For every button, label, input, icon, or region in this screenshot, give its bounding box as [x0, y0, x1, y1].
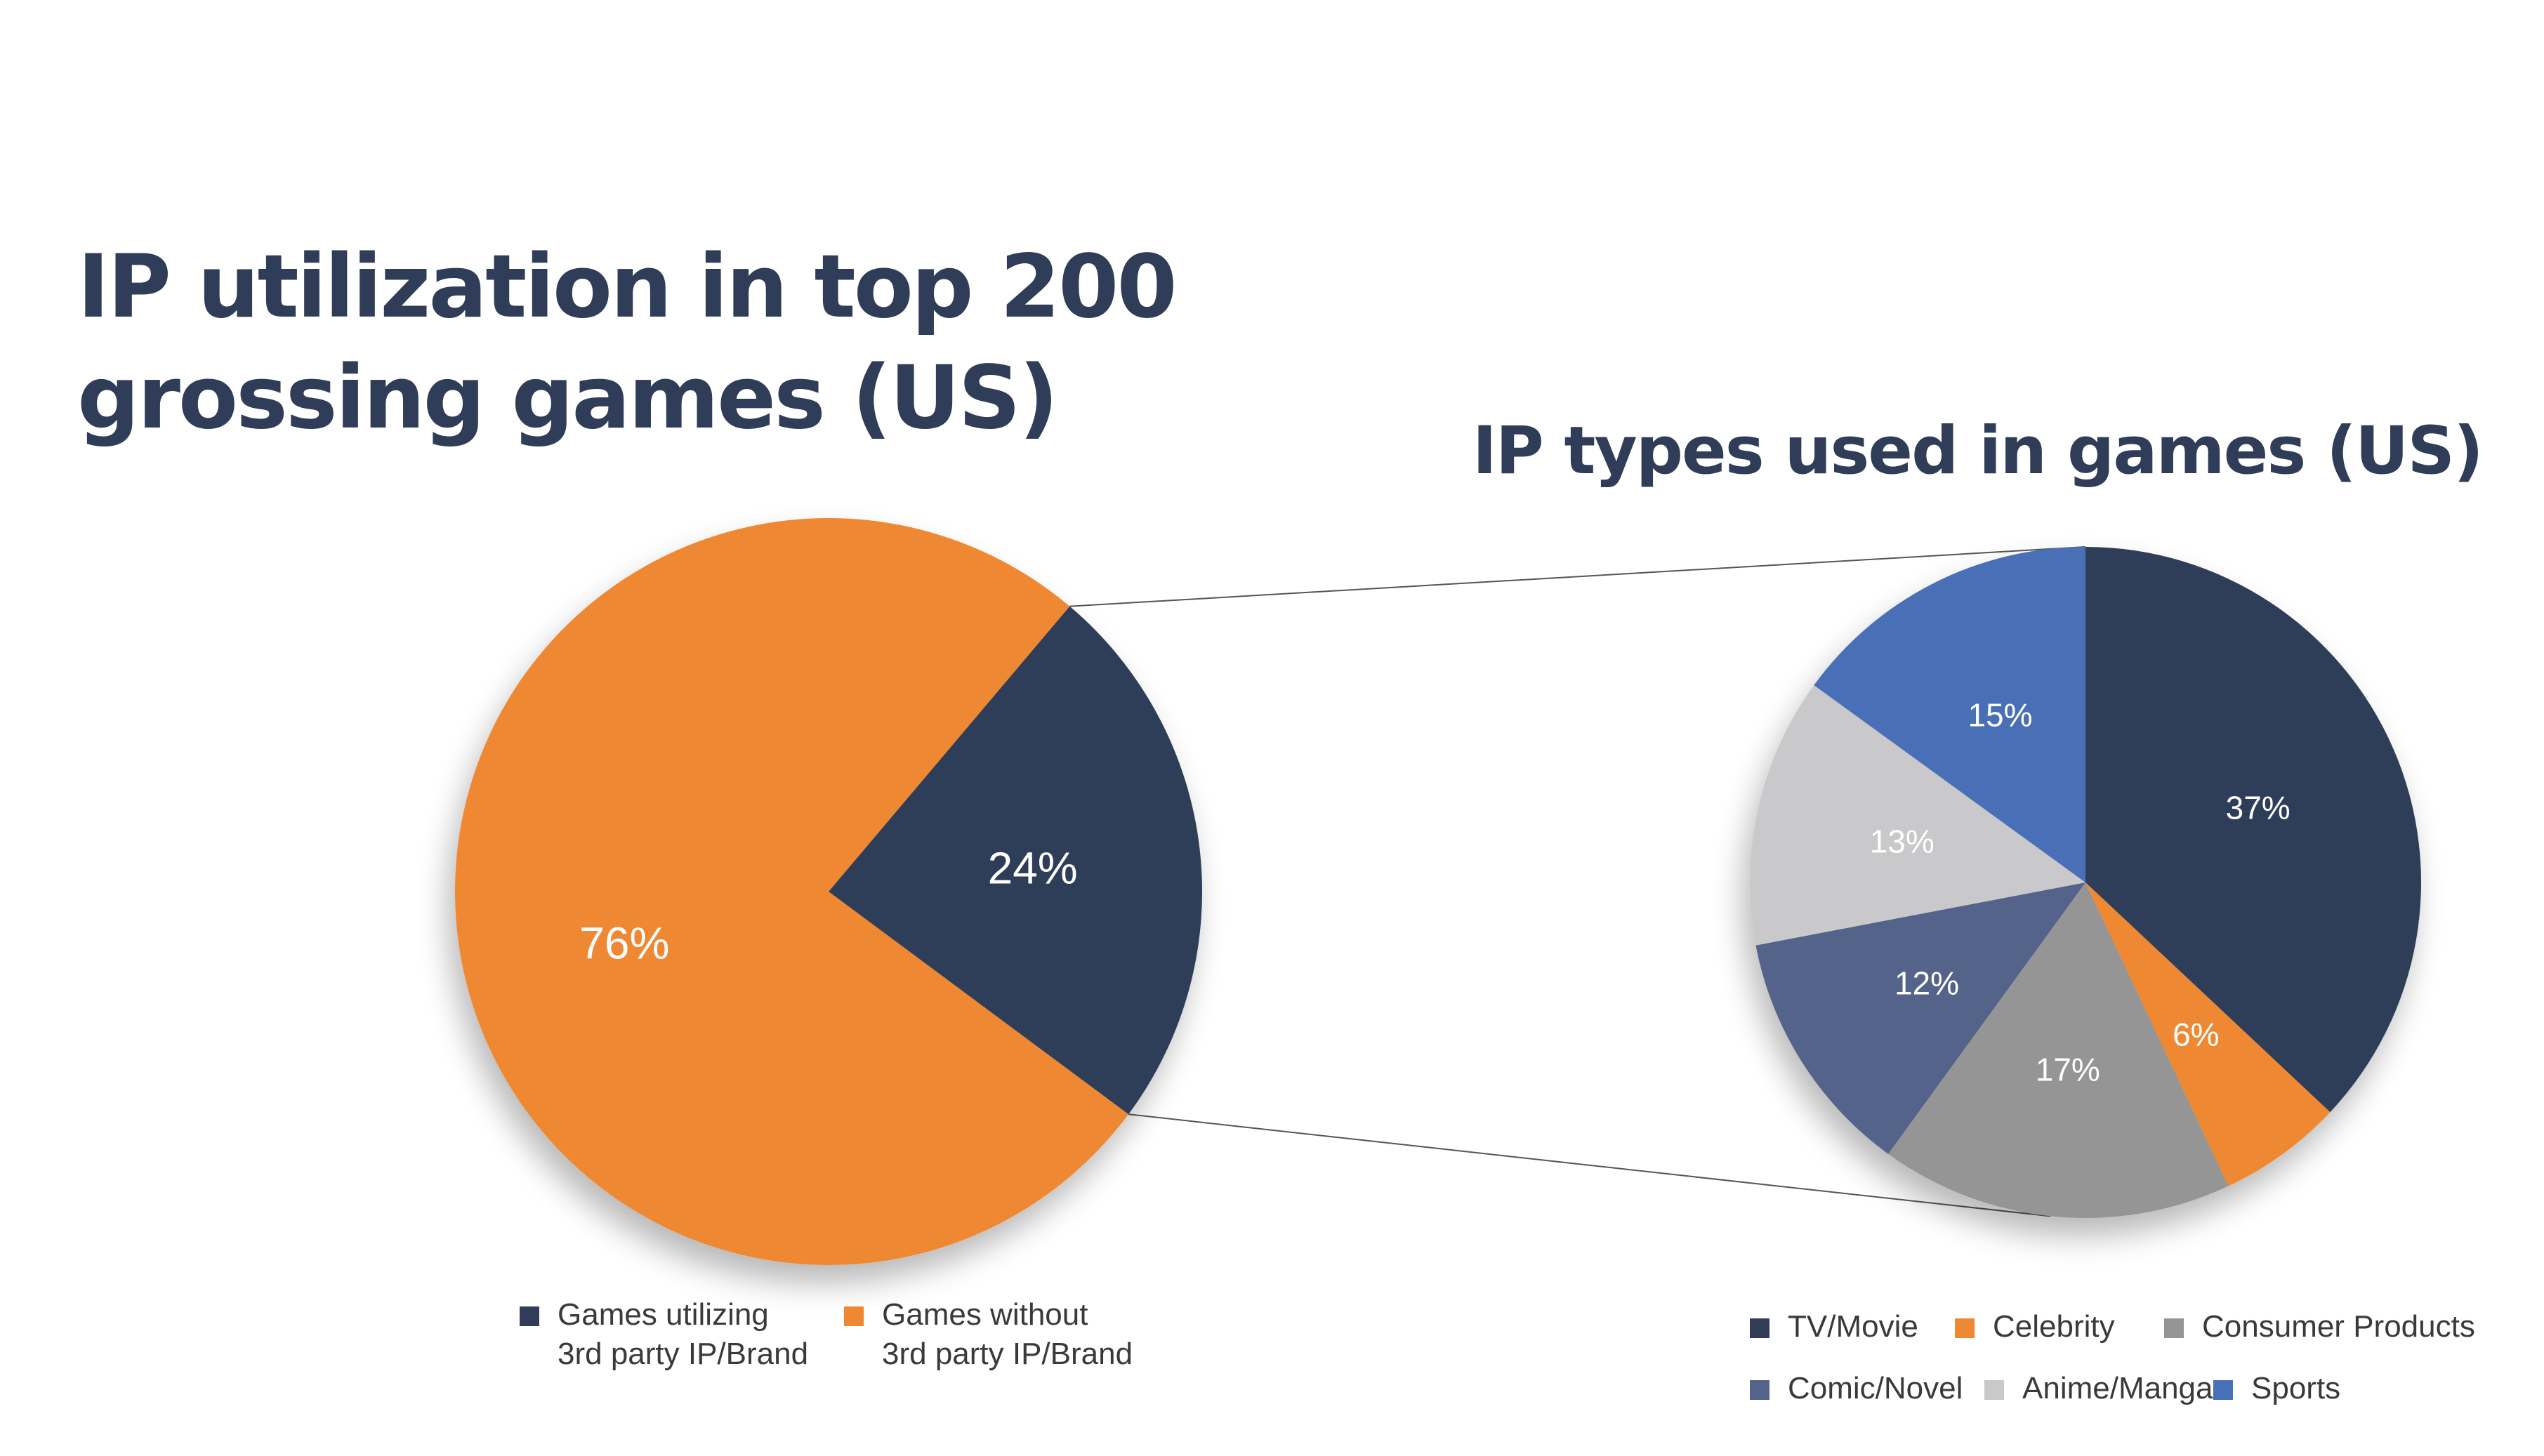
- legend-swatch-comic-novel: [1750, 1380, 1769, 1400]
- legend-swatch-consumer-products: [2164, 1318, 2184, 1338]
- legend-swatch-anime-manga: [1984, 1380, 2004, 1400]
- legend-label-celebrity: Celebrity: [1993, 1309, 2115, 1344]
- data-label-celebrity: 6%: [2173, 1017, 2219, 1053]
- chart-title-ip-types: IP types used in games (US): [1472, 413, 2484, 489]
- data-label-comic-novel: 12%: [1894, 965, 1959, 1001]
- legend-item-comic-novel: Comic/Novel: [1750, 1369, 1963, 1408]
- pie-slice-celebrity: [2085, 882, 2331, 1186]
- legend-swatch-tv-movie: [1750, 1318, 1769, 1338]
- legend-label-sports: Sports: [2251, 1371, 2341, 1405]
- legend-item-sports: Sports: [2213, 1369, 2340, 1408]
- data-label-tv-movie: 37%: [2226, 790, 2291, 826]
- pie-slice-comic-novel: [1755, 882, 2085, 1154]
- legend-label-tv-movie: TV/Movie: [1788, 1309, 1918, 1344]
- pie-slice-tv-movie: [2085, 547, 2421, 1113]
- data-label-anime-manga: 13%: [1870, 823, 1935, 860]
- legend-swatch-without-ip: [844, 1306, 864, 1326]
- legend-item-without-ip: Games without 3rd party IP/Brand: [844, 1295, 1133, 1374]
- chart-title-main-line2: grossing games (US): [77, 348, 1059, 449]
- legend-item-anime-manga: Anime/Manga: [1984, 1369, 2213, 1408]
- data-label-sports: 15%: [1968, 697, 2032, 734]
- legend-label-with-ip-line2: 3rd party IP/Brand: [558, 1337, 809, 1371]
- pie-slice-games-without-3rd-party-ip-brand: [454, 518, 1129, 1266]
- pie-chart-ip-types-labels: 37% 6% 17% 12% 13% 15%: [1870, 697, 2291, 1088]
- pie-slice-consumer-products: [1888, 882, 2229, 1219]
- legend-ip-types: TV/Movie Celebrity Consumer Products Com…: [1750, 1307, 2522, 1419]
- pie-chart-ip-utilization-labels: 24% 76%: [579, 842, 1077, 968]
- pie-slice-games-utilizing-3rd-party-ip-brand: [829, 606, 1202, 1115]
- pie-slice-anime-manga: [1750, 685, 2085, 946]
- connector-lines: [1069, 546, 2086, 1217]
- legend-ip-utilization: Games utilizing 3rd party IP/Brand Games…: [520, 1295, 1222, 1386]
- pie-chart-ip-utilization: [454, 518, 1202, 1266]
- legend-label-anime-manga: Anime/Manga: [2022, 1371, 2213, 1405]
- data-label-games-utilizing-3rd-party-ip-brand: 24%: [988, 842, 1078, 893]
- legend-label-consumer-products: Consumer Products: [2202, 1309, 2475, 1344]
- data-label-games-without-3rd-party-ip-brand: 76%: [579, 918, 669, 969]
- legend-label-with-ip-line1: Games utilizing: [558, 1297, 769, 1332]
- legend-swatch-with-ip: [520, 1306, 539, 1326]
- legend-item-consumer-products: Consumer Products: [2164, 1307, 2475, 1346]
- data-label-consumer-products: 17%: [2036, 1051, 2100, 1087]
- legend-label-without-ip-line2: 3rd party IP/Brand: [882, 1337, 1133, 1371]
- legend-item-with-ip: Games utilizing 3rd party IP/Brand: [520, 1295, 808, 1374]
- chart-title-main: IP utilization in top 200 grossing games…: [77, 232, 1178, 454]
- legend-swatch-celebrity: [1955, 1318, 1975, 1338]
- legend-item-celebrity: Celebrity: [1955, 1307, 2115, 1346]
- connector-line-top: [1069, 546, 2086, 607]
- chart-title-main-line1: IP utilization in top 200: [77, 237, 1178, 338]
- legend-label-comic-novel: Comic/Novel: [1788, 1371, 1963, 1405]
- pie-chart-ip-types: [1750, 547, 2421, 1219]
- pie-slice-sports: [1814, 547, 2085, 882]
- connector-line-bottom: [1128, 1113, 2051, 1217]
- legend-swatch-sports: [2213, 1380, 2233, 1400]
- legend-label-without-ip-line1: Games without: [882, 1297, 1088, 1332]
- legend-item-tv-movie: TV/Movie: [1750, 1307, 1918, 1346]
